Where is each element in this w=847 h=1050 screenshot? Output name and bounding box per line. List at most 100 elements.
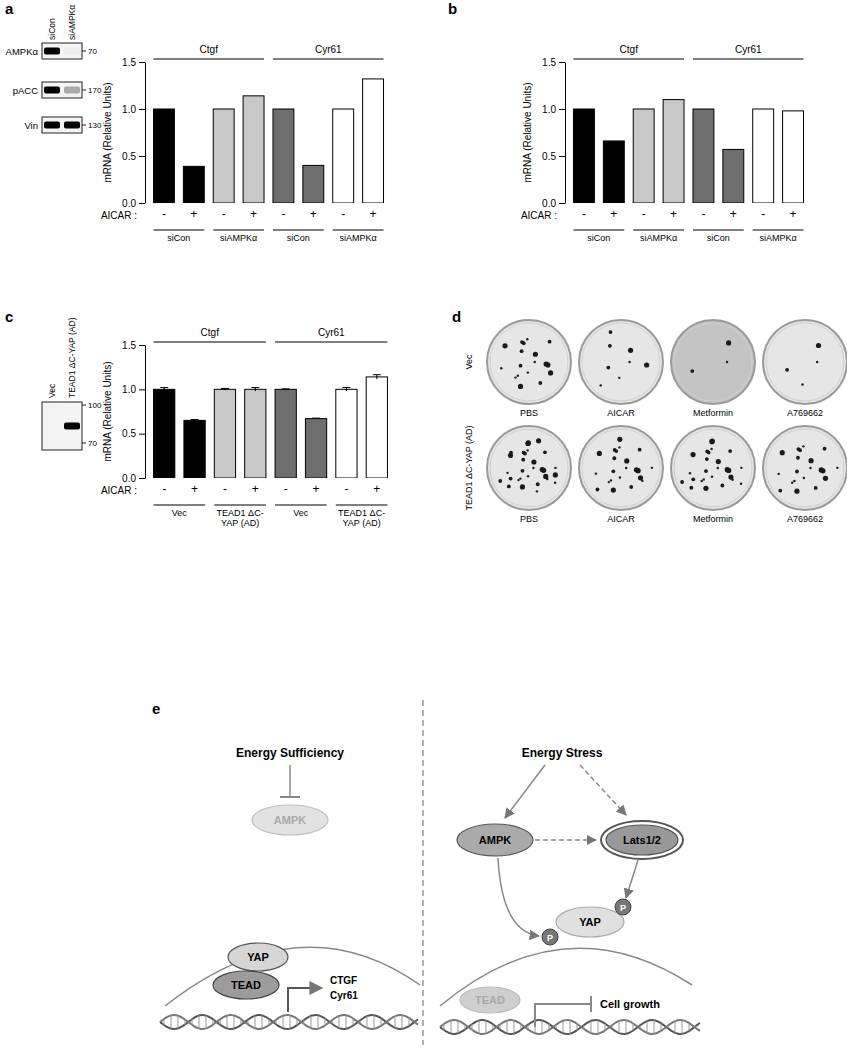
colony xyxy=(785,368,789,372)
dna-rung xyxy=(528,1025,529,1030)
x-tick-label: + xyxy=(313,482,320,496)
node-ring xyxy=(601,821,683,859)
x-tick: - xyxy=(281,206,285,221)
colony xyxy=(728,449,732,453)
plate-column-label: PBS xyxy=(520,408,538,418)
x-axis: -+-+-+-+ xyxy=(162,481,380,496)
phospho-label: P xyxy=(620,903,626,913)
colony xyxy=(612,456,616,460)
band xyxy=(44,122,60,129)
colony xyxy=(809,467,811,469)
gene-label: Cyr61 xyxy=(735,44,762,55)
group-bracket xyxy=(693,230,744,231)
error-stem xyxy=(346,388,347,392)
node xyxy=(252,805,328,835)
bar xyxy=(275,389,296,478)
phosphorylation xyxy=(626,860,638,898)
bar xyxy=(243,96,264,203)
y-axis: 0.00.51.01.5 xyxy=(122,340,145,484)
dna-rung xyxy=(185,1020,186,1025)
x-tick-label: + xyxy=(250,207,257,221)
plate xyxy=(763,320,847,404)
y-tick: 0.0 xyxy=(122,198,145,209)
colony xyxy=(703,478,705,480)
colony xyxy=(690,369,694,373)
colony xyxy=(644,362,649,367)
colony xyxy=(740,467,742,469)
x-tick: - xyxy=(701,206,705,221)
error-cap xyxy=(282,388,290,389)
colony xyxy=(690,452,695,457)
dna-rung xyxy=(584,1025,585,1029)
dna-rung xyxy=(486,1021,487,1034)
dna-rung xyxy=(402,1015,403,1029)
colony xyxy=(803,477,805,479)
plate xyxy=(671,426,755,510)
colony xyxy=(628,348,633,353)
dna-rung xyxy=(444,1024,445,1030)
gene-bracket xyxy=(154,342,266,343)
colony xyxy=(533,352,538,357)
outcome-label: Cell growth xyxy=(600,998,660,1010)
colony xyxy=(609,330,613,334)
colony xyxy=(522,341,526,345)
dna-rung xyxy=(591,1021,592,1033)
colony xyxy=(502,343,507,348)
y-tick-mark xyxy=(559,203,565,204)
colonies xyxy=(690,340,731,373)
dna-rung xyxy=(563,1021,564,1033)
phospho-site xyxy=(615,899,631,915)
y-axis-line xyxy=(565,63,566,204)
colony xyxy=(720,484,724,488)
dna-rung xyxy=(269,1019,270,1025)
colony xyxy=(703,486,708,491)
colony xyxy=(689,472,691,474)
colony xyxy=(794,489,799,494)
activation-dashed xyxy=(580,765,626,815)
colony xyxy=(514,376,516,378)
bar xyxy=(305,419,326,478)
colony xyxy=(726,468,731,473)
dna-rung xyxy=(374,1015,375,1029)
colony xyxy=(801,383,803,385)
group-bracket xyxy=(214,505,266,506)
dna-rung xyxy=(556,1025,557,1029)
group-bracket xyxy=(153,230,204,231)
x-tick-label: - xyxy=(162,482,166,496)
colony xyxy=(543,450,547,454)
y-tick-label: 1.5 xyxy=(122,340,136,351)
band xyxy=(64,122,80,129)
y-tick-label: 0.0 xyxy=(122,198,136,209)
x-tick-label: + xyxy=(370,207,377,221)
x-tick-label: + xyxy=(310,207,317,221)
group-bracket xyxy=(213,230,264,231)
colonies xyxy=(498,438,558,492)
colony xyxy=(710,448,712,450)
plate-column-label: A769662 xyxy=(787,408,823,418)
group-label: TEAD1 ΔC-YAP (AD) xyxy=(338,508,385,528)
node-label: TEAD xyxy=(231,979,261,991)
colony xyxy=(608,344,612,348)
bar xyxy=(783,111,804,203)
band xyxy=(64,48,80,55)
x-tick-label: - xyxy=(162,207,166,221)
dna-rung xyxy=(255,1016,256,1029)
colony xyxy=(596,488,600,492)
y-tick-label: 0.0 xyxy=(542,198,556,209)
band xyxy=(44,48,60,55)
node-label: TEAD xyxy=(475,994,505,1006)
dna-rung xyxy=(248,1020,249,1025)
x-tick-label: + xyxy=(373,482,380,496)
colonies xyxy=(680,438,742,490)
y-tick: 1.5 xyxy=(542,57,565,68)
y-axis-line xyxy=(145,63,146,204)
panel-letter: b xyxy=(448,0,457,17)
bar xyxy=(603,141,624,203)
plate-rim xyxy=(674,429,752,507)
gene-bracket xyxy=(275,342,387,343)
x-axis-title: AICAR : xyxy=(101,210,137,221)
x-tick-label: - xyxy=(582,207,586,221)
colony xyxy=(538,381,542,385)
x-tick: + xyxy=(313,481,320,496)
colonies xyxy=(777,445,838,494)
